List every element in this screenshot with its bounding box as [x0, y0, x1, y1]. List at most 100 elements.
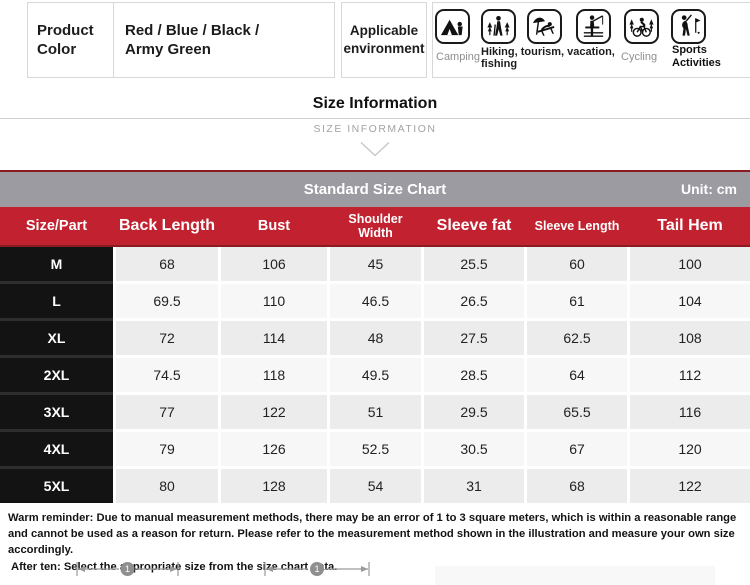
value-cell: 61	[527, 284, 627, 318]
notes-section: Warm reminder: Due to manual measurement…	[8, 511, 745, 576]
column-header-back-length: Back Length	[118, 217, 215, 234]
table-row: M 68 106 45 25.5 60 100	[0, 247, 750, 281]
value-cell: 62.5	[527, 321, 627, 355]
size-label: 3XL	[0, 395, 113, 429]
applicable-environment-label-cell: Applicable environment	[341, 2, 427, 78]
measure-arrow-diagram: 1	[76, 562, 179, 576]
chart-header-row: Size/Part Back Length Bust Shoulder Widt…	[0, 207, 750, 245]
value-cell: 26.5	[424, 284, 524, 318]
camping-label: Camping	[436, 51, 481, 63]
value-cell: 28.5	[424, 358, 524, 392]
value-cell: 128	[221, 469, 327, 503]
hiker-icon	[481, 9, 516, 44]
value-cell: 52.5	[330, 432, 421, 466]
product-color-label-cell: Product Color	[27, 2, 114, 78]
golf-icon	[671, 9, 706, 44]
size-label: 5XL	[0, 469, 113, 503]
horizontal-divider	[0, 118, 750, 119]
table-row: 2XL 74.5 118 49.5 28.5 64 112	[0, 358, 750, 392]
size-label: M	[0, 247, 113, 281]
beach-umbrella-icon	[527, 9, 562, 44]
column-header-sleeve-fat: Sleeve fat	[436, 217, 512, 234]
cycling-label: Cycling	[621, 51, 658, 63]
table-row: XL 72 114 48 27.5 62.5 108	[0, 321, 750, 355]
measure-arrow-diagram: 1	[264, 562, 370, 576]
value-cell: 67	[527, 432, 627, 466]
table-row: 5XL 80 128 54 31 68 122	[0, 469, 750, 503]
value-cell: 30.5	[424, 432, 524, 466]
column-header-size-part: Size/Part	[25, 218, 88, 234]
value-cell: 45	[330, 247, 421, 281]
chart-title-bar: Standard Size Chart Unit: cm	[0, 172, 750, 207]
size-label: 2XL	[0, 358, 113, 392]
column-header-shoulder-width: Shoulder Width	[348, 212, 403, 240]
table-row: 4XL 79 126 52.5 30.5 67 120	[0, 432, 750, 466]
value-cell: 110	[221, 284, 327, 318]
cropped-image-placeholder	[435, 566, 715, 585]
value-cell: 116	[630, 395, 750, 429]
chart-unit: Unit: cm	[681, 181, 737, 197]
column-header-tail-hem: Tail Hem	[657, 217, 723, 234]
value-cell: 100	[630, 247, 750, 281]
size-chart-table: Standard Size Chart Unit: cm Size/Part B…	[0, 170, 750, 503]
applicable-environment-label: Applicable environment	[343, 23, 425, 56]
warm-reminder-text: Warm reminder: Due to manual measurement…	[8, 512, 737, 556]
chart-title: Standard Size Chart	[303, 181, 447, 198]
fishing-icon	[576, 9, 611, 44]
after-ten-text: After ten: Select the appropriate size f…	[11, 560, 338, 573]
value-cell: 72	[116, 321, 218, 355]
measure-marker-2: 1	[314, 564, 319, 574]
size-information-title: Size Information	[312, 95, 438, 112]
value-cell: 74.5	[116, 358, 218, 392]
product-color-label: Product Color	[37, 21, 94, 59]
column-header-bust: Bust	[257, 218, 291, 234]
value-cell: 120	[630, 432, 750, 466]
column-header-sleeve-length: Sleeve Length	[534, 219, 620, 233]
product-color-value-cell: Red / Blue / Black / Army Green	[113, 2, 335, 78]
value-cell: 68	[116, 247, 218, 281]
value-cell: 51	[330, 395, 421, 429]
value-cell: 31	[424, 469, 524, 503]
value-cell: 122	[221, 395, 327, 429]
value-cell: 106	[221, 247, 327, 281]
value-cell: 27.5	[424, 321, 524, 355]
hiking-label: Hiking, tourism, vacation, fishing	[481, 46, 615, 71]
value-cell: 49.5	[330, 358, 421, 392]
product-color-value: Red / Blue / Black / Army Green	[125, 21, 260, 59]
value-cell: 80	[116, 469, 218, 503]
value-cell: 104	[630, 284, 750, 318]
value-cell: 79	[116, 432, 218, 466]
value-cell: 118	[221, 358, 327, 392]
sports-label: Sports Activities	[672, 44, 721, 70]
value-cell: 48	[330, 321, 421, 355]
value-cell: 65.5	[527, 395, 627, 429]
size-information-subtitle: SIZE INFORMATION	[313, 123, 437, 135]
chevron-down-icon	[360, 142, 390, 157]
value-cell: 69.5	[116, 284, 218, 318]
value-cell: 64	[527, 358, 627, 392]
value-cell: 29.5	[424, 395, 524, 429]
value-cell: 54	[330, 469, 421, 503]
header-bottom-border	[0, 245, 750, 247]
value-cell: 112	[630, 358, 750, 392]
value-cell: 108	[630, 321, 750, 355]
size-label: 4XL	[0, 432, 113, 466]
tent-icon	[435, 9, 470, 44]
value-cell: 68	[527, 469, 627, 503]
table-row: L 69.5 110 46.5 26.5 61 104	[0, 284, 750, 318]
value-cell: 126	[221, 432, 327, 466]
value-cell: 114	[221, 321, 327, 355]
value-cell: 77	[116, 395, 218, 429]
chart-body: M 68 106 45 25.5 60 100 L 69.5 110 46.5 …	[0, 247, 750, 503]
value-cell: 25.5	[424, 247, 524, 281]
table-row: 3XL 77 122 51 29.5 65.5 116	[0, 395, 750, 429]
measure-marker-1: 1	[125, 564, 130, 574]
size-label: XL	[0, 321, 113, 355]
value-cell: 60	[527, 247, 627, 281]
value-cell: 46.5	[330, 284, 421, 318]
applicable-environment-icons-cell: Camping Hiking, tourism, vacation, fishi…	[432, 2, 750, 78]
table-top-border	[0, 170, 750, 172]
cycling-icon	[624, 9, 659, 44]
size-label: L	[0, 284, 113, 318]
value-cell: 122	[630, 469, 750, 503]
